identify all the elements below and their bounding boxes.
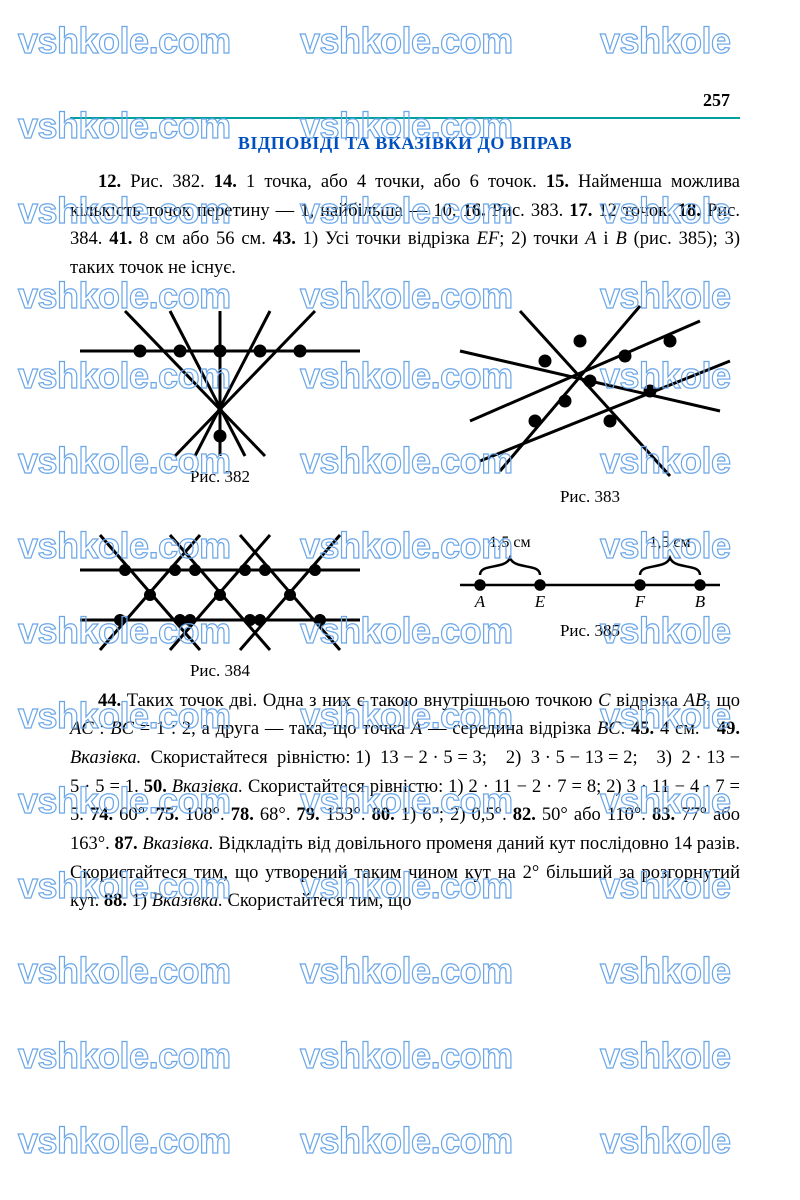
figure-383-svg [440,301,740,481]
fig385-B: B [695,592,706,611]
figure-385: 1,5 см 1,5 см A E F B Рис. 385 [440,525,740,681]
header-rule [70,117,740,119]
fig385-A: A [474,592,486,611]
watermark-text: vshkole.com [18,1120,231,1162]
paragraph-1: 12. Рис. 382. 14. 1 точка, або 4 точки, … [70,168,740,283]
figure-385-caption: Рис. 385 [560,621,620,641]
page-content: 257 ВІДПОВІДІ ТА ВКАЗІВКИ ДО ВПРАВ 12. Р… [0,0,800,956]
figure-384-svg [70,525,370,655]
watermark-text: vshkole [600,1120,731,1162]
figures-row-1: Рис. 382 [70,301,740,507]
figure-385-svg: 1,5 см 1,5 см A E F B [440,525,740,615]
watermark-text: vshkole.com [300,1035,513,1077]
figure-384-caption: Рис. 384 [190,661,250,681]
figure-384: Рис. 384 [70,525,370,681]
fig385-E: E [534,592,546,611]
fig385-label1: 1,5 см [489,534,530,551]
watermark-text: vshkole.com [300,1120,513,1162]
section-title: ВІДПОВІДІ ТА ВКАЗІВКИ ДО ВПРАВ [70,133,740,154]
figures-row-2: Рис. 384 1,5 см 1,5 см A E F [70,525,740,681]
figure-382-svg [70,301,370,461]
watermark-text: vshkole [600,950,731,992]
fig385-F: F [634,592,646,611]
figure-383-caption: Рис. 383 [560,487,620,507]
figure-382: Рис. 382 [70,301,370,507]
watermark-text: vshkole.com [18,1035,231,1077]
fig385-label2: 1,5 см [649,534,690,551]
page-number: 257 [70,90,740,111]
figure-383: Рис. 383 [440,301,740,507]
paragraph-2: 44. Таких точок дві. Одна з них є такою … [70,687,740,916]
figure-382-caption: Рис. 382 [190,467,250,487]
watermark-text: vshkole.com [18,950,231,992]
watermark-text: vshkole.com [300,950,513,992]
watermark-text: vshkole [600,1035,731,1077]
